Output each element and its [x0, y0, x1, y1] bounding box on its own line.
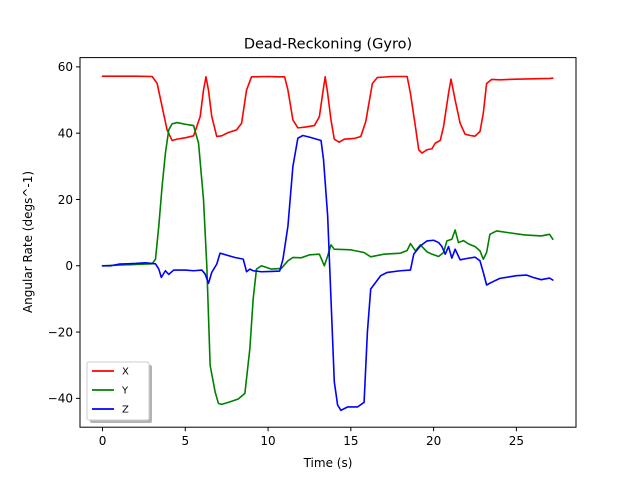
y-tick-label: −40 — [48, 392, 73, 406]
legend-label-y: Y — [121, 386, 129, 397]
y-tick-label: 0 — [65, 259, 73, 273]
y-tick-label: 20 — [58, 193, 73, 207]
chart-title: Dead-Reckoning (Gyro) — [244, 37, 412, 53]
x-tick-label: 25 — [509, 434, 524, 448]
y-tick-label: 40 — [58, 126, 73, 140]
y-axis-label: Angular Rate (degs^-1) — [21, 171, 35, 313]
legend-box — [86, 361, 150, 421]
series-layer — [101, 75, 554, 412]
plot-frame — [79, 57, 577, 428]
y-tick-label: 60 — [58, 60, 73, 74]
series-line-x — [101, 75, 554, 154]
x-tick-label: 15 — [343, 434, 358, 448]
legend-items: XYZ — [92, 367, 129, 416]
legend-label-x: X — [122, 367, 129, 378]
x-tick-label: 10 — [260, 434, 275, 448]
x-tick-label: 0 — [99, 434, 107, 448]
legend: XYZ — [86, 361, 152, 423]
y-tick-label: −20 — [48, 325, 73, 339]
series-line-y — [101, 121, 554, 406]
y-axis-ticks: −40 −20 0 20 40 60 — [48, 60, 80, 406]
x-tick-label: 20 — [426, 434, 441, 448]
x-tick-label: 5 — [181, 434, 189, 448]
x-axis-label: Time (s) — [303, 456, 353, 470]
x-axis-ticks: 0 5 10 15 20 25 — [99, 427, 524, 448]
series-line-z — [101, 134, 554, 412]
legend-label-z: Z — [122, 405, 129, 416]
